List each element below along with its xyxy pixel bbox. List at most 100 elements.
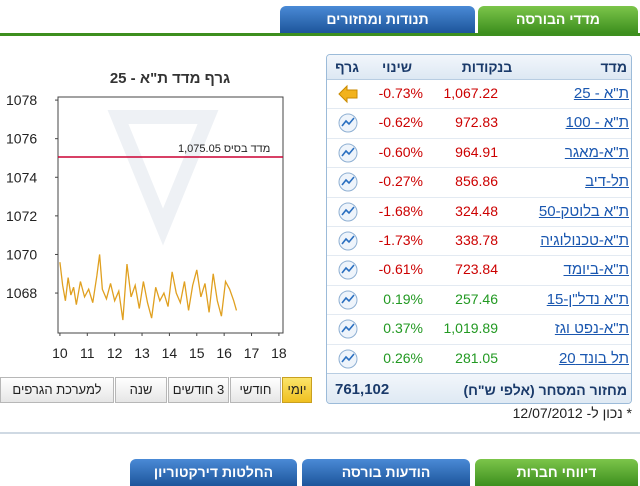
index-points: 723.84 [455,261,498,278]
index-name[interactable]: ת"א נדל"ן-15 [546,290,629,308]
tab-company-reports[interactable]: דיווחי חברות [475,459,638,486]
x-tick-label: 12 [107,345,123,361]
y-tick-label: 1070 [6,246,37,262]
index-points: 856.86 [455,173,498,190]
index-points: 281.05 [455,349,498,366]
table-row: ת"א-מאגר 964.91 -0.60% [327,138,631,169]
tab-board-decisions[interactable]: החלטות דירקטוריון [130,459,297,486]
chart-icon[interactable] [337,289,359,311]
chart-arrow-icon[interactable] [337,83,359,105]
column-header: שינוי [382,59,412,75]
index-name[interactable]: ת"א-נפט וגז [554,320,629,338]
range-button[interactable]: יומי [282,377,312,403]
table-row: תל-דיב 856.86 -0.27% [327,167,631,198]
range-button[interactable]: למערכת הגרפים [0,377,114,403]
index-name[interactable]: תל בונד 20 [558,349,629,367]
chart-icon[interactable] [337,259,359,281]
index-change: -0.62% [378,114,423,131]
index-points: 338.78 [455,232,498,248]
graph-graphic [338,319,358,339]
y-tick-label: 1068 [6,285,37,301]
index-name[interactable]: ת"א - 100 [565,114,629,132]
index-points: 257.46 [455,290,498,307]
x-tick-label: 14 [162,345,178,361]
index-points: 964.91 [455,143,498,160]
table-row: ת"א בלוטק-50 324.48 -1.68% [327,197,631,227]
tab-indices[interactable]: מדדי הבורסה [478,6,638,33]
graph-graphic [338,349,358,369]
index-change: 0.37% [383,320,423,337]
x-tick-label: 18 [271,345,287,361]
price-line [59,254,238,321]
graph-graphic [338,143,358,163]
watermark [107,110,219,246]
chart-icon[interactable] [337,318,359,340]
x-tick-label: 16 [216,345,232,361]
range-button[interactable]: חודשי [230,377,281,403]
x-tick-label: 11 [80,345,95,361]
table-row: ת"א-נפט וגז 1,019.89 0.37% [327,314,631,345]
table-row: ת"א - 25 1,067.22 -0.73% [327,79,631,110]
index-table: מדד בנקודות שינוי גרף ת"א - 25 1,067.22 -0.73%… [326,54,632,404]
index-name[interactable]: תל-דיב [585,173,629,191]
graph-graphic [338,202,358,222]
turnover-value: 761,102 [335,381,390,398]
tab-exchange-notices[interactable]: הודעות בורסה [302,459,470,486]
graph-graphic [338,231,358,251]
column-header: בנקודות [461,59,513,75]
chart-icon[interactable] [337,112,359,134]
chart-title: גרף מדד ת"א - 25 [110,70,230,87]
index-name[interactable]: ת"א-טכנולוגיה [540,232,629,249]
range-button[interactable]: 3 חודשים [168,377,229,403]
index-change: -0.61% [378,261,423,278]
index-change: 0.26% [383,349,423,366]
x-tick-label: 15 [189,345,205,361]
tab-movements[interactable]: תנודות ומחזורים [280,6,475,33]
index-points: 1,067.22 [443,85,499,101]
table-row: תל בונד 20 281.05 0.26% [327,344,631,374]
table-row: ת"א-ביומד 723.84 -0.61% [327,255,631,286]
index-name[interactable]: ת"א-ביומד [563,261,630,279]
column-header: מדד [600,59,627,75]
index-change: -1.68% [378,202,423,219]
index-change: -0.60% [378,143,423,160]
range-button[interactable]: שנה [115,377,167,403]
table-row: ת"א - 100 972.83 -0.62% [327,108,631,139]
graph-graphic [338,260,358,280]
graph-graphic [338,172,358,192]
index-name[interactable]: ת"א - 25 [573,85,629,102]
graph-graphic [338,113,358,133]
x-tick-label: 17 [244,345,260,361]
index-points: 1,019.89 [443,320,499,337]
index-change: -1.73% [378,232,423,248]
turnover-label: מחזור המסחר (אלפי ש"ח) [463,382,627,398]
y-tick-label: 1072 [6,208,37,224]
table-footer: מחזור המסחר (אלפי ש"ח) 761,102 [327,373,631,403]
graph-graphic [338,290,358,310]
y-tick-label: 1074 [6,169,37,185]
index-change: -0.73% [378,85,423,101]
chart-icon[interactable] [337,348,359,370]
y-tick-label: 1078 [6,92,37,108]
index-name[interactable]: ת"א-מאגר [564,143,629,161]
table-row: ת"א-טכנולוגיה 338.78 -1.73% [327,226,631,257]
chart-icon[interactable] [337,230,359,252]
chart-icon[interactable] [337,171,359,193]
as-of-date: * נכון ל- 12/07/2012 [512,405,632,421]
chart: גרף מדד ת"א - 25 1068 1070 1072 1074 1076 107… [6,70,287,361]
index-points: 324.48 [455,202,498,219]
chart-icon[interactable] [337,201,359,223]
index-name[interactable]: ת"א בלוטק-50 [538,202,629,220]
chart-icon[interactable] [337,142,359,164]
table-row: ת"א נדל"ן-15 257.46 0.19% [327,285,631,316]
index-points: 972.83 [455,114,498,131]
arrow-graphic [338,84,358,104]
x-tick-label: 10 [52,345,68,361]
x-tick-label: 13 [134,345,150,361]
index-change: 0.19% [383,290,423,307]
tab-underline [0,33,640,36]
column-header: גרף [335,59,359,75]
base-line-label: מדד בסיס 1,075.05 [178,143,270,155]
index-change: -0.27% [378,173,423,190]
